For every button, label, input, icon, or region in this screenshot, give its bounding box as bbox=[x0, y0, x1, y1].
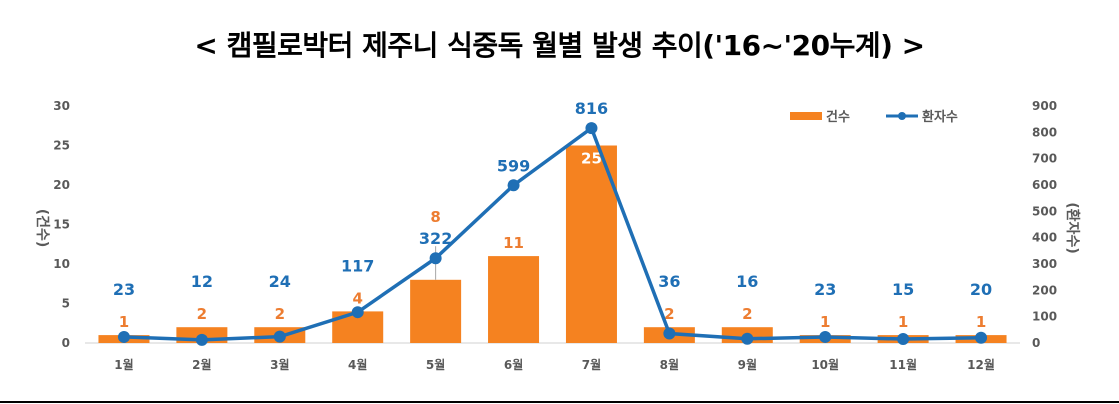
bar-data-label: 2 bbox=[275, 305, 285, 323]
y2-tick-label: 0 bbox=[1032, 336, 1040, 350]
bar-data-label: 1 bbox=[820, 313, 830, 331]
line-point bbox=[585, 122, 598, 135]
bar-data-label: 8 bbox=[430, 208, 440, 226]
line-point bbox=[429, 252, 442, 265]
bar-data-label: 4 bbox=[352, 289, 362, 307]
bottom-rule bbox=[0, 401, 1119, 403]
line-series-path bbox=[123, 125, 982, 342]
y2-tick-label: 200 bbox=[1032, 283, 1057, 297]
y-tick-label: 5 bbox=[62, 297, 70, 311]
y2-tick-label: 400 bbox=[1032, 231, 1057, 245]
bar-data-label: 2 bbox=[742, 305, 752, 323]
line-point bbox=[819, 330, 832, 343]
bar bbox=[410, 279, 462, 343]
legend: 건수 환자수 bbox=[790, 109, 958, 125]
line-data-label: 599 bbox=[497, 156, 530, 175]
y-tick-label: 25 bbox=[53, 139, 70, 153]
chart-title: < 캠필로박터 제주니 식중독 월별 발생 추이('16~'20누계) > bbox=[194, 29, 925, 62]
y2-tick-label: 100 bbox=[1032, 310, 1057, 324]
x-tick-label: 5월 bbox=[426, 357, 445, 372]
y-tick-label: 0 bbox=[62, 336, 70, 350]
y-axis-label: (건수) bbox=[34, 209, 51, 248]
legend-bar-label: 건수 bbox=[826, 109, 850, 125]
x-tick-label: 8월 bbox=[660, 357, 679, 372]
line-data-label: 36 bbox=[658, 272, 680, 291]
y-tick-label: 10 bbox=[53, 257, 70, 271]
x-tick-label: 3월 bbox=[270, 357, 289, 372]
x-tick-label: 9월 bbox=[738, 357, 757, 372]
x-tick-label: 4월 bbox=[348, 357, 367, 372]
x-tick-label: 11월 bbox=[889, 357, 917, 372]
y2-tick-label: 900 bbox=[1032, 99, 1057, 113]
line-point bbox=[117, 330, 130, 343]
line-point bbox=[897, 333, 910, 346]
line-data-label: 816 bbox=[575, 99, 608, 118]
y2-tick-label: 700 bbox=[1032, 152, 1057, 166]
y-tick-label: 15 bbox=[53, 218, 70, 232]
bar-data-label: 25 bbox=[581, 150, 602, 168]
bar-data-label: 2 bbox=[197, 305, 207, 323]
x-tick-label: 1월 bbox=[114, 357, 133, 372]
y-tick-label: 20 bbox=[53, 178, 70, 192]
bar-data-label: 1 bbox=[119, 313, 129, 331]
line-data-label: 24 bbox=[269, 272, 291, 291]
line-data-label: 23 bbox=[814, 280, 836, 299]
y2-axis-label: (환자수) bbox=[1064, 202, 1081, 253]
line-point bbox=[975, 331, 988, 344]
y2-tick-label: 600 bbox=[1032, 178, 1057, 192]
line-point bbox=[663, 327, 676, 340]
line-point bbox=[351, 306, 364, 319]
y2-tick-label: 300 bbox=[1032, 257, 1057, 271]
x-tick-label: 6월 bbox=[504, 357, 523, 372]
x-tick-label: 7월 bbox=[582, 357, 601, 372]
y2-tick-label: 500 bbox=[1032, 204, 1057, 218]
line-point bbox=[195, 333, 208, 346]
bar bbox=[488, 256, 540, 343]
bar bbox=[565, 145, 617, 343]
line-data-label: 15 bbox=[892, 280, 914, 299]
bar-data-label: 2 bbox=[664, 305, 674, 323]
x-tick-label: 12월 bbox=[967, 357, 995, 372]
y2-tick-label: 800 bbox=[1032, 125, 1057, 139]
bar-data-label: 11 bbox=[503, 234, 524, 252]
bar-data-label: 1 bbox=[976, 313, 986, 331]
x-tick-label: 2월 bbox=[192, 357, 211, 372]
line-point bbox=[741, 332, 754, 345]
line-data-label: 20 bbox=[970, 280, 992, 299]
line-point bbox=[507, 179, 520, 192]
legend-bar-swatch bbox=[790, 112, 822, 120]
legend-line-label: 환자수 bbox=[922, 109, 958, 125]
legend-line-marker bbox=[898, 112, 906, 120]
line-data-label: 12 bbox=[191, 272, 213, 291]
line-data-label: 322 bbox=[419, 229, 452, 248]
y-tick-label: 30 bbox=[53, 99, 70, 113]
line-data-label: 16 bbox=[736, 272, 758, 291]
line-data-label: 23 bbox=[113, 280, 135, 299]
bar-data-label: 1 bbox=[898, 313, 908, 331]
x-tick-label: 10월 bbox=[811, 357, 839, 372]
line-data-label: 117 bbox=[341, 256, 374, 275]
line-point bbox=[273, 330, 286, 343]
